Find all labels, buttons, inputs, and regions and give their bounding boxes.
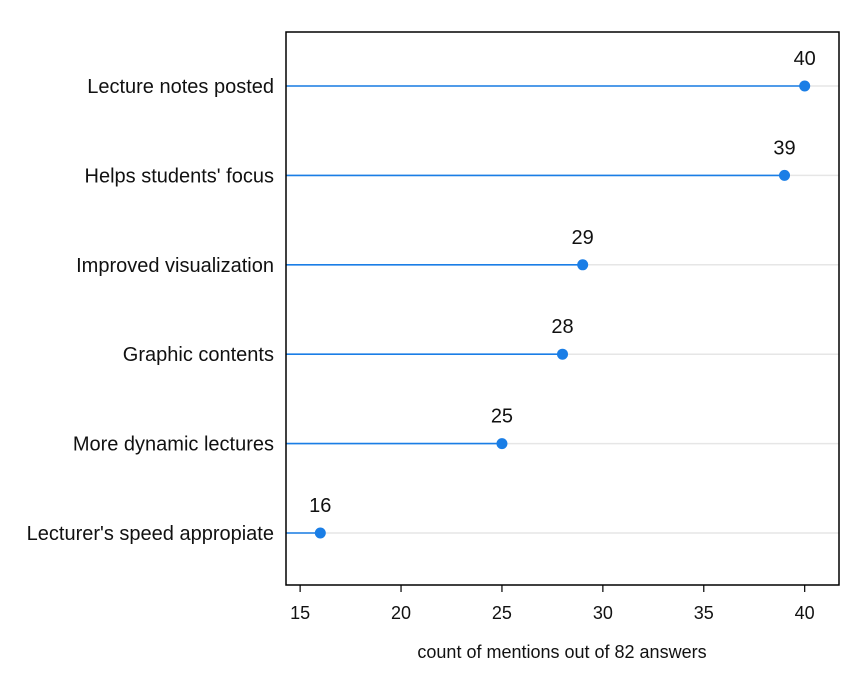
category-labels: Lecture notes posted Helps students' focu…	[27, 76, 274, 545]
x-axis: 15 20 25 30 35 40	[290, 585, 815, 623]
category-label-1: Helps students' focus	[85, 165, 274, 187]
data-label-4: 25	[491, 406, 513, 428]
point-1	[779, 169, 791, 181]
x-tick-label-5: 40	[795, 603, 815, 623]
stems	[286, 85, 805, 534]
data-label-2: 29	[572, 227, 594, 249]
point-0	[799, 80, 811, 92]
category-label-2: Improved visualization	[76, 255, 274, 277]
x-tick-label-1: 20	[391, 603, 411, 623]
point-2	[577, 259, 589, 271]
x-tick-label-2: 25	[492, 603, 512, 623]
point-4	[496, 438, 508, 450]
x-tick-label-3: 30	[593, 603, 613, 623]
category-label-0: Lecture notes posted	[87, 76, 274, 98]
data-label-0: 40	[794, 48, 816, 70]
points	[314, 80, 811, 539]
point-5	[314, 527, 326, 539]
category-label-5: Lecturer's speed appropiate	[27, 523, 274, 545]
grid-lines	[286, 85, 839, 534]
x-tick-label-0: 15	[290, 603, 310, 623]
data-labels: 40 39 29 28 25 16	[309, 48, 816, 517]
data-label-5: 16	[309, 495, 331, 517]
data-label-3: 28	[551, 316, 573, 338]
point-3	[557, 348, 568, 360]
x-tick-label-4: 35	[694, 603, 714, 623]
category-label-4: More dynamic lectures	[73, 434, 274, 456]
plot-frame	[285, 31, 840, 586]
category-label-3: Graphic contents	[123, 344, 274, 366]
data-label-1: 39	[773, 137, 795, 159]
x-axis-title: count of mentions out of 82 answers	[417, 642, 706, 662]
